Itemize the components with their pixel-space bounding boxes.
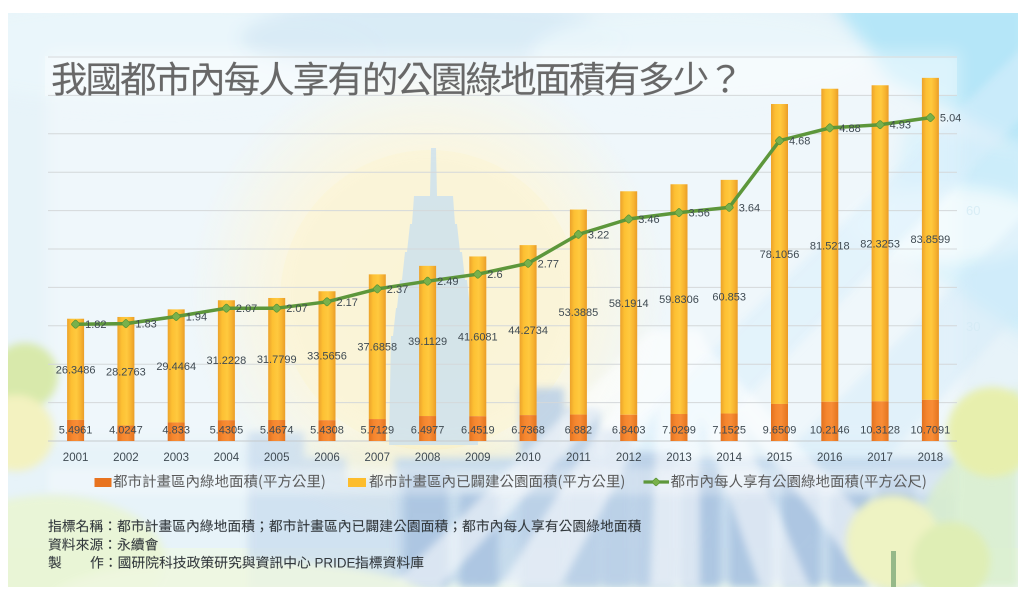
svg-text:82.3253: 82.3253 <box>860 238 900 250</box>
svg-text:2005: 2005 <box>264 452 290 464</box>
svg-text:37.6858: 37.6858 <box>357 342 397 354</box>
svg-text:2002: 2002 <box>113 452 139 464</box>
svg-text:6.4977: 6.4977 <box>411 425 445 437</box>
svg-text:4.833: 4.833 <box>162 425 190 437</box>
svg-text:29.4464: 29.4464 <box>156 361 196 373</box>
svg-text:39.1129: 39.1129 <box>408 336 447 348</box>
svg-text:2003: 2003 <box>163 452 189 464</box>
svg-text:2007: 2007 <box>365 452 391 464</box>
svg-text:4.93: 4.93 <box>890 120 911 132</box>
svg-text:7.1525: 7.1525 <box>712 425 746 437</box>
svg-text:58.1914: 58.1914 <box>609 298 649 310</box>
svg-text:2.37: 2.37 <box>387 284 408 296</box>
svg-text:2015: 2015 <box>767 452 793 464</box>
svg-text:2011: 2011 <box>566 452 591 464</box>
svg-text:2.6: 2.6 <box>487 269 502 281</box>
svg-text:3.56: 3.56 <box>689 208 710 220</box>
svg-text:2009: 2009 <box>465 452 491 464</box>
svg-text:30: 30 <box>966 319 980 334</box>
svg-text:31.7799: 31.7799 <box>257 354 297 366</box>
svg-text:78.1056: 78.1056 <box>760 249 800 261</box>
svg-text:4.68: 4.68 <box>789 136 810 148</box>
svg-text:2.17: 2.17 <box>337 297 358 309</box>
svg-text:2.77: 2.77 <box>538 258 559 270</box>
svg-text:2.07: 2.07 <box>236 303 257 315</box>
svg-text:26.3486: 26.3486 <box>56 364 96 376</box>
svg-text:2017: 2017 <box>867 452 893 464</box>
svg-text:9.6509: 9.6509 <box>763 425 797 437</box>
svg-text:5.7129: 5.7129 <box>360 425 394 437</box>
svg-text:1.94: 1.94 <box>186 312 207 324</box>
svg-text:3.64: 3.64 <box>739 202 760 214</box>
svg-text:2014: 2014 <box>716 452 742 464</box>
svg-text:81.5218: 81.5218 <box>810 240 850 252</box>
svg-text:2018: 2018 <box>918 452 944 464</box>
svg-text:3.22: 3.22 <box>588 229 609 241</box>
svg-text:6.4519: 6.4519 <box>461 425 495 437</box>
svg-text:7.0299: 7.0299 <box>662 425 696 437</box>
svg-text:2001: 2001 <box>63 452 89 464</box>
svg-text:6.7368: 6.7368 <box>511 425 545 437</box>
svg-text:2006: 2006 <box>314 452 340 464</box>
svg-text:41.6081: 41.6081 <box>458 331 498 343</box>
svg-text:4.0247: 4.0247 <box>109 425 143 437</box>
svg-text:5.4308: 5.4308 <box>310 425 344 437</box>
svg-text:10.2146: 10.2146 <box>810 425 850 437</box>
svg-text:53.3885: 53.3885 <box>559 307 599 319</box>
svg-text:59.8306: 59.8306 <box>659 294 699 306</box>
svg-text:2016: 2016 <box>817 452 843 464</box>
svg-text:2004: 2004 <box>214 452 240 464</box>
svg-text:5.04: 5.04 <box>940 113 961 125</box>
svg-text:60.853: 60.853 <box>712 292 746 304</box>
svg-text:2008: 2008 <box>415 452 441 464</box>
svg-text:2.49: 2.49 <box>437 276 458 288</box>
svg-text:1.83: 1.83 <box>135 319 156 331</box>
svg-text:4.88: 4.88 <box>839 123 860 135</box>
svg-text:6.882: 6.882 <box>565 425 593 437</box>
svg-text:5.4305: 5.4305 <box>210 425 244 437</box>
svg-text:10.3128: 10.3128 <box>860 425 900 437</box>
svg-text:28.2763: 28.2763 <box>106 366 146 378</box>
svg-text:2.07: 2.07 <box>286 303 307 315</box>
svg-text:60: 60 <box>966 203 980 218</box>
svg-text:2010: 2010 <box>515 452 541 464</box>
svg-text:83.8599: 83.8599 <box>911 234 951 246</box>
svg-text:PRIDE: PRIDE <box>315 556 356 571</box>
svg-text:1.82: 1.82 <box>85 319 106 331</box>
svg-text:3.46: 3.46 <box>638 214 659 226</box>
svg-text:33.5656: 33.5656 <box>307 351 347 363</box>
svg-text:6.8403: 6.8403 <box>612 425 646 437</box>
svg-text:2012: 2012 <box>616 452 642 464</box>
svg-text:44.2734: 44.2734 <box>508 325 548 337</box>
svg-text:31.2228: 31.2228 <box>207 355 247 367</box>
svg-text:2013: 2013 <box>666 452 692 464</box>
svg-text:5.4961: 5.4961 <box>59 425 93 437</box>
svg-text:5.4674: 5.4674 <box>260 425 294 437</box>
svg-text:10.7091: 10.7091 <box>911 425 951 437</box>
